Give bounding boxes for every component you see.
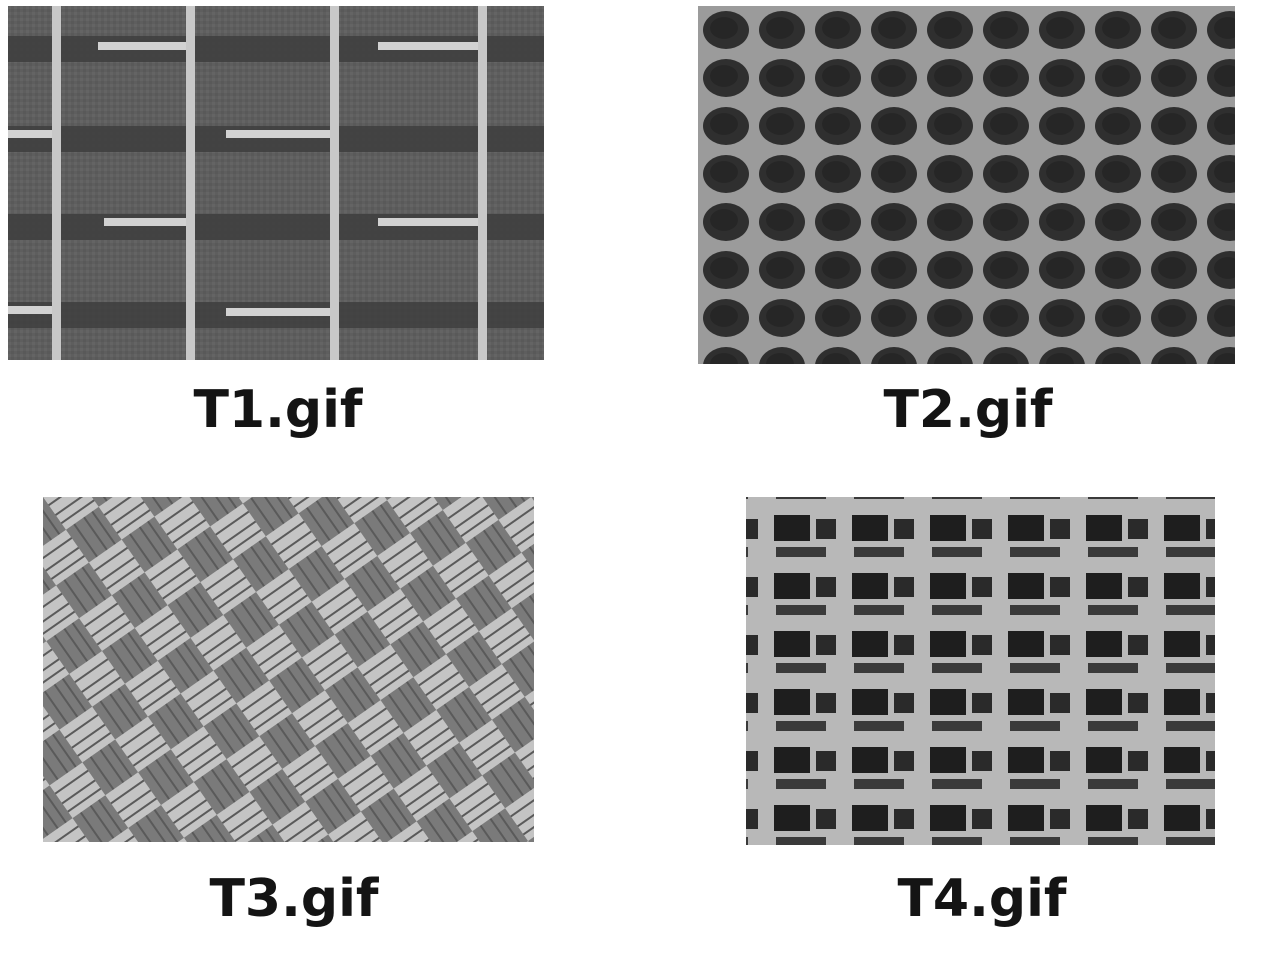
texture-image-t4 [746,497,1215,845]
texture-image-t1 [8,6,544,360]
caption-t2: T2.gif [883,380,1053,440]
caption-t1: T1.gif [193,380,363,440]
texture-image-t3 [43,497,534,842]
caption-t4: T4.gif [897,869,1067,929]
texture-image-t2 [698,6,1235,364]
caption-t3: T3.gif [209,869,379,929]
